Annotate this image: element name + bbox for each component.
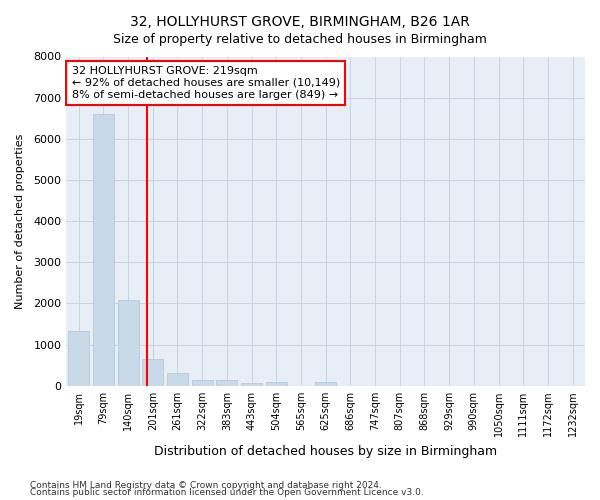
Bar [118, 300, 139, 386]
Bar [93, 114, 114, 386]
Bar [241, 383, 262, 386]
Text: Contains HM Land Registry data © Crown copyright and database right 2024.: Contains HM Land Registry data © Crown c… [30, 480, 382, 490]
Bar [315, 382, 336, 386]
Text: 32 HOLLYHURST GROVE: 219sqm
← 92% of detached houses are smaller (10,149)
8% of : 32 HOLLYHURST GROVE: 219sqm ← 92% of det… [71, 66, 340, 100]
Y-axis label: Number of detached properties: Number of detached properties [15, 134, 25, 309]
Bar [266, 382, 287, 386]
X-axis label: Distribution of detached houses by size in Birmingham: Distribution of detached houses by size … [154, 444, 497, 458]
Bar [191, 380, 212, 386]
Text: Contains public sector information licensed under the Open Government Licence v3: Contains public sector information licen… [30, 488, 424, 497]
Text: Size of property relative to detached houses in Birmingham: Size of property relative to detached ho… [113, 32, 487, 46]
Text: 32, HOLLYHURST GROVE, BIRMINGHAM, B26 1AR: 32, HOLLYHURST GROVE, BIRMINGHAM, B26 1A… [130, 15, 470, 29]
Bar [142, 359, 163, 386]
Bar [167, 374, 188, 386]
Bar [68, 332, 89, 386]
Bar [217, 380, 238, 386]
